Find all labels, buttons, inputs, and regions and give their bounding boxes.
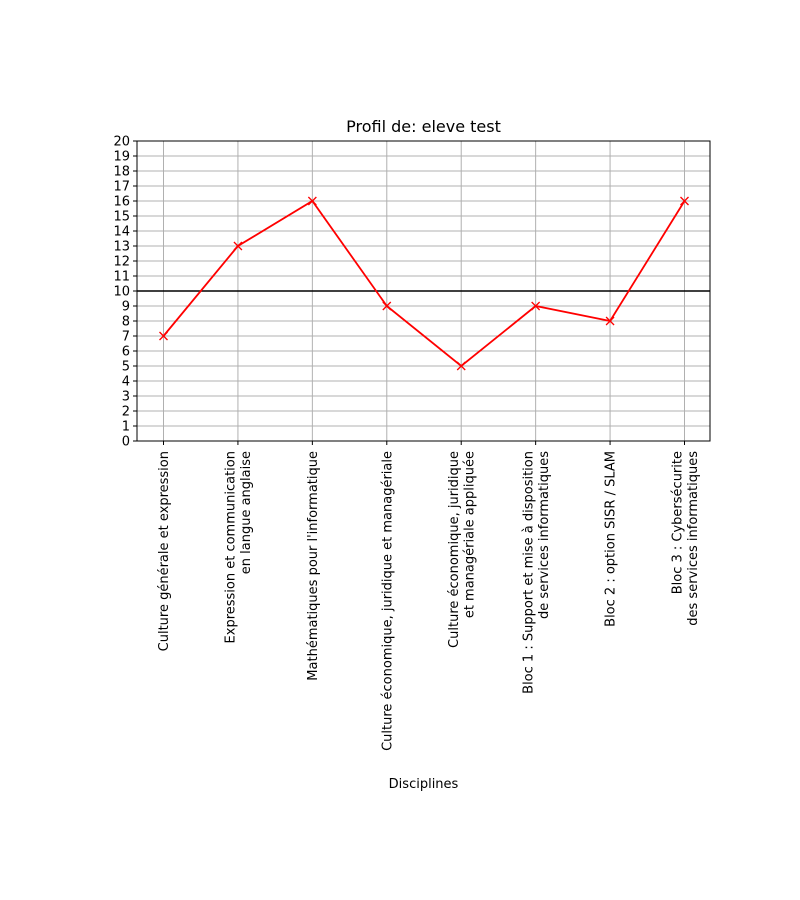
y-tick-label: 1	[122, 420, 130, 435]
marker-stroke	[382, 301, 392, 311]
y-tick-label: 12	[113, 255, 130, 270]
x-tick-label: en langue anglaise	[239, 451, 254, 574]
y-tick-label: 13	[113, 240, 130, 255]
y-tick-label: 4	[122, 375, 130, 390]
chart-title: Profil de: eleve test	[346, 117, 501, 136]
y-tick-label: 11	[113, 270, 130, 285]
data-point	[233, 241, 243, 251]
marker-stroke	[307, 196, 317, 206]
marker-stroke	[531, 301, 541, 311]
y-tick-label: 9	[122, 300, 130, 315]
x-tick-label: Culture économique, juridique	[447, 451, 462, 648]
y-tick-label: 14	[113, 225, 130, 240]
x-axis-label: Disciplines	[389, 777, 459, 792]
marker-stroke	[680, 196, 689, 206]
y-tick-label: 18	[113, 165, 130, 180]
data-point	[531, 301, 541, 311]
y-tick-label: 0	[122, 435, 130, 450]
y-tick-label: 16	[113, 195, 130, 210]
marker-stroke	[456, 361, 466, 371]
series-layer	[159, 196, 689, 371]
y-tick-label: 5	[122, 360, 130, 375]
x-axis: Culture générale et expression Expression…	[157, 441, 701, 751]
x-tick-label: Bloc 2 : option SISR / SLAM	[604, 451, 619, 627]
x-tick-label: des services informatiques	[686, 451, 701, 626]
data-point	[382, 301, 392, 311]
marker-stroke	[605, 316, 615, 326]
y-tick-label: 15	[113, 210, 130, 225]
y-tick-label: 20	[113, 135, 130, 150]
x-tick-label: Culture économique, juridique et managér…	[380, 451, 395, 751]
y-tick-label: 6	[122, 345, 130, 360]
x-tick-label: Bloc 1 : Support et mise à disposition	[521, 451, 536, 694]
marker-stroke	[159, 331, 168, 341]
x-tick-label: de services informatiques	[537, 451, 552, 619]
y-tick-label: 3	[122, 390, 130, 405]
x-tick-label: Culture générale et expression	[157, 451, 172, 651]
x-tick-label: Bloc 3 : Cybersécurite	[670, 451, 685, 594]
data-point	[680, 196, 689, 206]
x-tick-label: et managériale appliquée	[462, 451, 477, 618]
data-point	[456, 361, 466, 371]
y-tick-label: 17	[113, 180, 130, 195]
series-line	[162, 199, 686, 368]
y-tick-label: 10	[113, 285, 130, 300]
data-point	[605, 316, 615, 326]
y-tick-label: 8	[122, 315, 130, 330]
y-tick-label: 7	[122, 330, 130, 345]
y-tick-label: 2	[122, 405, 130, 420]
x-tick-label: Mathématiques pour l'informatique	[306, 451, 321, 681]
marker-stroke	[233, 241, 243, 251]
x-tick-label: Expression et communication	[224, 451, 239, 643]
data-point	[307, 196, 317, 206]
data-point	[159, 331, 168, 341]
y-tick-label: 19	[113, 150, 130, 165]
